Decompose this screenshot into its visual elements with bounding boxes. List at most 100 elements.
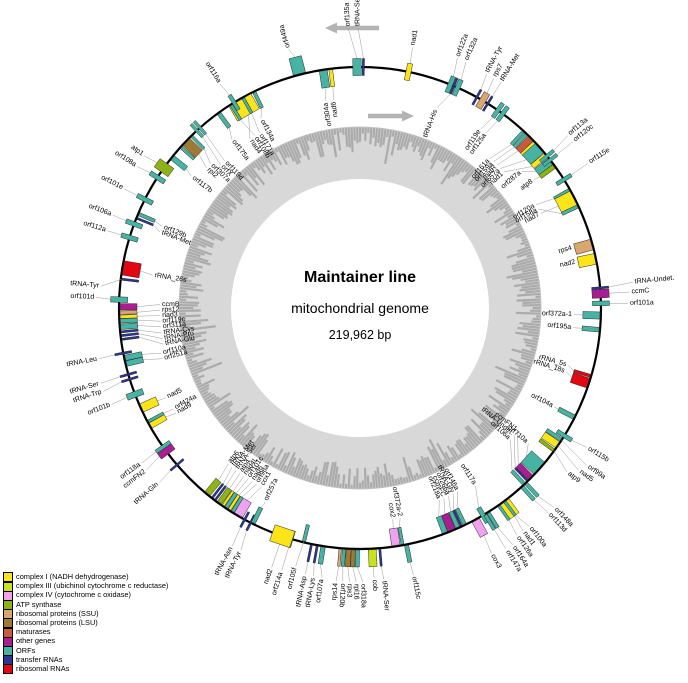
gene-block-orf104a bbox=[557, 406, 576, 420]
leader-line bbox=[103, 381, 122, 392]
gene-label-rps14: rps14 bbox=[331, 583, 340, 601]
gene-block-orf257a bbox=[251, 506, 264, 525]
gc-bar bbox=[429, 146, 444, 170]
leader-line bbox=[225, 469, 237, 487]
gene-label-orf110a: orf110a bbox=[162, 344, 186, 356]
gc-bar bbox=[185, 256, 211, 266]
leader-line bbox=[357, 27, 364, 59]
gc-bar bbox=[416, 459, 426, 478]
gc-bar bbox=[403, 133, 409, 148]
gc-bar bbox=[235, 425, 250, 441]
leader-line bbox=[553, 449, 568, 473]
gc-bar bbox=[507, 391, 518, 399]
gc-bar bbox=[199, 222, 208, 229]
gc-bar bbox=[525, 343, 537, 349]
gc-bar bbox=[396, 131, 404, 151]
gc-bar bbox=[376, 466, 381, 489]
gc-bar bbox=[384, 129, 393, 165]
gene-block-tRNA-Pro bbox=[121, 332, 139, 337]
gc-bar bbox=[417, 138, 426, 153]
gene-block-nad2 bbox=[576, 253, 597, 269]
gc-bar bbox=[518, 372, 528, 379]
gene-block-tRNA-Undet. bbox=[591, 285, 609, 290]
leader-line bbox=[138, 336, 164, 345]
gc-bar bbox=[179, 295, 199, 299]
gc-bar bbox=[194, 378, 202, 384]
legend-label: ribosomal proteins (SSU) bbox=[16, 608, 99, 618]
gc-bar bbox=[517, 245, 531, 253]
gene-block-rRNA_18s bbox=[569, 372, 590, 389]
gc-bar bbox=[463, 437, 475, 450]
leader-line bbox=[163, 408, 174, 414]
leader-line bbox=[251, 113, 260, 133]
gene-block-orf147a bbox=[483, 513, 496, 531]
gc-bar bbox=[319, 461, 327, 485]
gc-bar bbox=[313, 475, 318, 484]
gc-bar bbox=[190, 366, 204, 374]
gc-bar bbox=[420, 140, 431, 161]
gc-bar bbox=[179, 314, 201, 318]
gene-block-orf118a bbox=[154, 440, 172, 454]
gc-bar bbox=[419, 139, 428, 157]
gc-bar bbox=[250, 433, 267, 454]
leader-line bbox=[608, 281, 633, 288]
gc-bar bbox=[511, 261, 536, 271]
gene-block-atp6 bbox=[204, 477, 222, 496]
gc-bar bbox=[492, 420, 499, 427]
gene-label-atp8: atp8 bbox=[519, 178, 534, 192]
leader-line bbox=[486, 120, 498, 133]
gc-bar bbox=[412, 136, 420, 153]
gc-bar bbox=[405, 476, 409, 483]
leader-line bbox=[533, 176, 541, 181]
gc-bar bbox=[212, 400, 233, 416]
gene-block-rRNA_26s bbox=[121, 260, 142, 279]
gc-bar bbox=[198, 383, 210, 392]
leader-line bbox=[347, 566, 350, 582]
legend-label: other genes bbox=[16, 636, 56, 646]
gc-bar bbox=[188, 248, 205, 256]
gc-bar bbox=[325, 475, 330, 487]
leader-line bbox=[514, 515, 530, 527]
gc-bar bbox=[396, 478, 401, 485]
gc-bar bbox=[279, 451, 291, 472]
leader-line bbox=[218, 463, 229, 481]
gc-bar bbox=[300, 136, 311, 160]
gc-bar bbox=[266, 151, 274, 161]
leader-line bbox=[483, 535, 492, 554]
leader-line bbox=[513, 435, 516, 469]
leader-line bbox=[399, 518, 401, 528]
gc-bar bbox=[182, 338, 207, 346]
gc-bar bbox=[269, 460, 274, 466]
gene-block-orf107a bbox=[317, 546, 326, 565]
gc-bar bbox=[504, 402, 512, 409]
gc-bar bbox=[394, 478, 398, 486]
gc-bar bbox=[515, 311, 541, 315]
gc-bar bbox=[525, 289, 541, 294]
gene-block-orf120c bbox=[542, 153, 559, 167]
leader-line bbox=[475, 485, 479, 508]
gc-bar bbox=[193, 374, 205, 381]
leader-line bbox=[288, 49, 296, 58]
gene-label-nad2: nad2 bbox=[559, 259, 576, 269]
gc-bar bbox=[227, 414, 247, 433]
gc-bar bbox=[271, 448, 284, 468]
gc-bar bbox=[205, 395, 217, 404]
gc-bar bbox=[193, 235, 215, 246]
gene-block-orf159a bbox=[512, 133, 528, 149]
gc-bar bbox=[243, 435, 256, 449]
gc-bar bbox=[466, 425, 483, 443]
leader-line bbox=[136, 304, 161, 308]
gc-bar bbox=[482, 179, 489, 186]
gene-block-tRNA-Ser bbox=[361, 58, 365, 76]
gc-bar bbox=[495, 379, 521, 394]
gene-label-orf115c: orf115c bbox=[410, 576, 421, 600]
leader-line bbox=[348, 28, 358, 59]
gene-block-orf101c bbox=[224, 491, 238, 509]
gc-bar bbox=[532, 337, 539, 341]
legend-item-other: other genes bbox=[3, 636, 168, 647]
gc-bar bbox=[366, 475, 370, 489]
gene-block-tRNA-His bbox=[449, 77, 459, 95]
gc-bar bbox=[198, 224, 225, 240]
gc-bar bbox=[303, 135, 310, 151]
gene-block-tRNA-Asn bbox=[239, 511, 250, 528]
